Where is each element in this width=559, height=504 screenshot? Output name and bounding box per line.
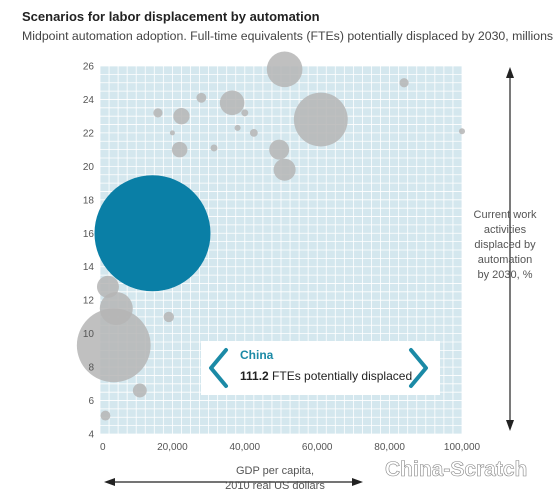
x-tick-label: 60,000 xyxy=(302,442,333,453)
chart-subtitle: Midpoint automation adoption. Full-time … xyxy=(22,29,554,43)
x-axis-label: GDP per capita, 2010 real US dollars xyxy=(104,465,363,492)
y-tick-label: 10 xyxy=(83,329,95,340)
callout-text: 111.2 FTEs potentially displaced xyxy=(240,369,412,383)
callout-title: China xyxy=(240,348,274,362)
x-tick-label: 0 xyxy=(100,442,106,453)
callout-china: China 111.2 FTEs potentially displaced xyxy=(201,341,440,395)
y-arrow-down-icon xyxy=(506,420,514,431)
y-tick-label: 8 xyxy=(88,363,94,374)
bubble xyxy=(99,292,133,326)
bubble xyxy=(163,311,174,323)
chart-title: Scenarios for labor displacement by auto… xyxy=(22,9,320,24)
callout-box xyxy=(201,341,440,395)
bubble xyxy=(76,308,151,383)
tick-labels: 4 6 8 10 12 14 16 18 20 22 24 26 0 20,000 40,000 60,000… xyxy=(83,62,481,454)
y-tick-label: 4 xyxy=(88,430,94,441)
y-axis-label-line: activities xyxy=(484,224,527,236)
chevron-right-icon xyxy=(409,348,428,388)
bubble xyxy=(234,124,241,131)
y-axis-label-line: automation xyxy=(478,254,532,266)
watermark: China-Scratch xyxy=(385,458,527,481)
bubble xyxy=(219,90,245,116)
y-axis-label: Current work activities displaced by automa… xyxy=(474,67,537,431)
bubble xyxy=(171,141,188,158)
bubble xyxy=(458,128,466,135)
x-axis-label-line: 2010 real US dollars xyxy=(225,480,325,492)
bubble xyxy=(196,92,207,103)
bubble xyxy=(269,139,290,160)
bubble xyxy=(96,275,119,298)
bubble xyxy=(169,130,175,136)
bubble xyxy=(173,108,190,125)
x-tick-label: 80,000 xyxy=(374,442,405,453)
y-tick-label: 6 xyxy=(88,396,94,407)
bubbles xyxy=(76,51,466,421)
bubble xyxy=(273,158,296,181)
bubble xyxy=(132,383,147,398)
x-axis-label-line: GDP per capita, xyxy=(236,465,314,477)
bubble xyxy=(266,51,303,88)
callout-value: 111.2 xyxy=(240,369,269,383)
y-tick-label: 26 xyxy=(83,62,95,73)
x-tick-label: 100,000 xyxy=(444,442,481,453)
y-tick-label: 16 xyxy=(83,229,95,240)
chevron-left-icon xyxy=(209,348,228,388)
bubble xyxy=(293,92,348,147)
y-tick-label: 12 xyxy=(83,296,95,307)
bubble xyxy=(210,144,218,152)
y-tick-label: 18 xyxy=(83,195,95,206)
y-tick-label: 24 xyxy=(83,95,95,106)
y-axis-label-line: Current work xyxy=(474,209,537,221)
y-arrow-up-icon xyxy=(506,67,514,78)
bubble xyxy=(153,108,163,118)
x-tick-label: 40,000 xyxy=(230,442,261,453)
y-axis-label-line: displaced by xyxy=(474,239,536,251)
y-axis-label-line: by 2030, % xyxy=(477,269,532,281)
y-tick-label: 20 xyxy=(83,162,95,173)
bubble xyxy=(100,410,111,421)
bubble xyxy=(241,109,249,117)
x-arrow-left-icon xyxy=(104,478,115,486)
bubble xyxy=(249,129,258,137)
bubble xyxy=(399,78,409,88)
y-tick-label: 14 xyxy=(83,262,95,273)
bubble-china xyxy=(94,175,211,292)
x-arrow-right-icon xyxy=(352,478,363,486)
y-tick-label: 22 xyxy=(83,128,95,139)
callout-label: FTEs potentially displaced xyxy=(269,369,412,383)
x-tick-label: 20,000 xyxy=(157,442,188,453)
